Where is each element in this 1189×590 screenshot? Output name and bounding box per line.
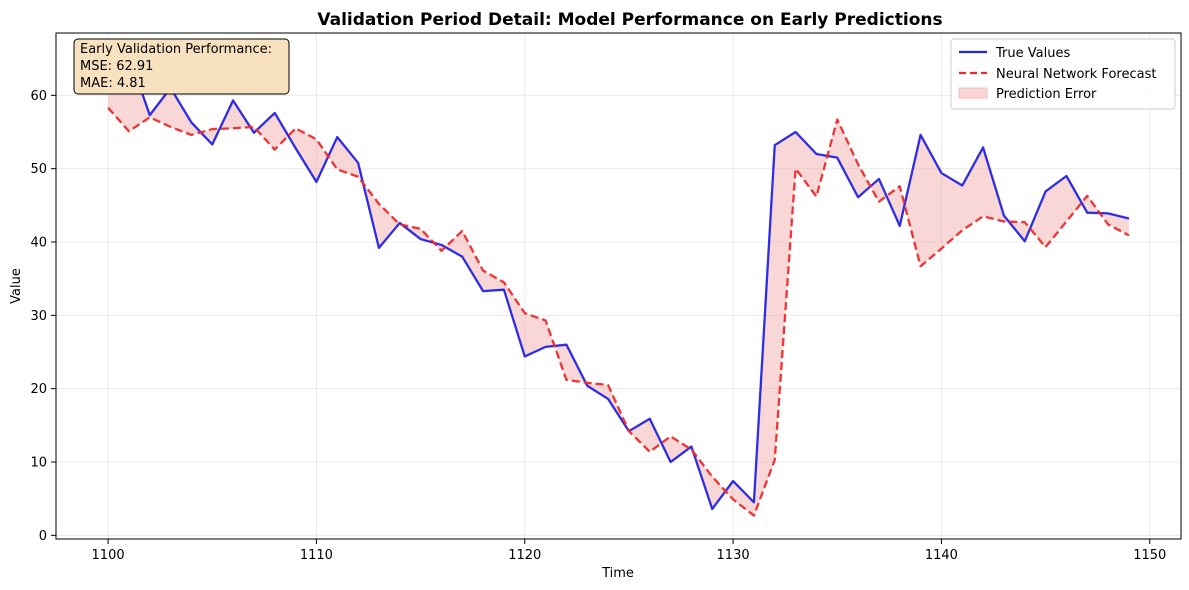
legend-label-forecast: Neural Network Forecast	[996, 67, 1156, 82]
y-axis-ticks: 0 10 20 30 40 50 60	[30, 89, 56, 544]
annotation-line: MAE: 4.81	[80, 76, 146, 91]
series-lines-layer	[107, 53, 1130, 517]
x-tick-label: 1110	[300, 548, 333, 563]
chart-title: Validation Period Detail: Model Performa…	[317, 10, 942, 30]
y-tick-label: 50	[30, 162, 47, 177]
legend: True Values Neural Network Forecast Pred…	[950, 38, 1176, 110]
grid	[56, 33, 1181, 539]
x-axis-label: Time	[601, 566, 634, 581]
y-tick-label: 10	[30, 456, 47, 471]
plot-frame	[55, 32, 1182, 540]
annotation-background	[73, 38, 290, 95]
annotation-box: Early Validation Performance: MSE: 62.91…	[73, 38, 290, 95]
true-values-line	[107, 53, 1130, 511]
x-tick-label: 1120	[508, 548, 541, 563]
x-tick-label: 1140	[925, 548, 958, 563]
y-tick-label: 20	[30, 382, 47, 397]
y-axis-label: Value	[9, 268, 24, 304]
y-tick-label: 30	[30, 309, 47, 324]
x-tick-label: 1100	[92, 548, 125, 563]
legend-swatch-prediction-error	[958, 87, 988, 99]
x-tick-label: 1150	[1133, 548, 1166, 563]
y-tick-label: 0	[39, 529, 47, 544]
y-tick-label: 40	[30, 236, 47, 251]
legend-frame	[950, 38, 1176, 110]
annotation-line: MSE: 62.91	[80, 59, 153, 74]
forecast-line	[107, 107, 1130, 517]
x-tick-label: 1130	[717, 548, 750, 563]
y-tick-label: 60	[30, 89, 47, 104]
annotation-line: Early Validation Performance:	[80, 42, 272, 57]
legend-label-prediction-error: Prediction Error	[996, 87, 1097, 102]
x-axis-ticks: 1100 1110 1120 1130 1140 1150	[92, 539, 1166, 563]
legend-label-true-values: True Values	[995, 46, 1070, 61]
